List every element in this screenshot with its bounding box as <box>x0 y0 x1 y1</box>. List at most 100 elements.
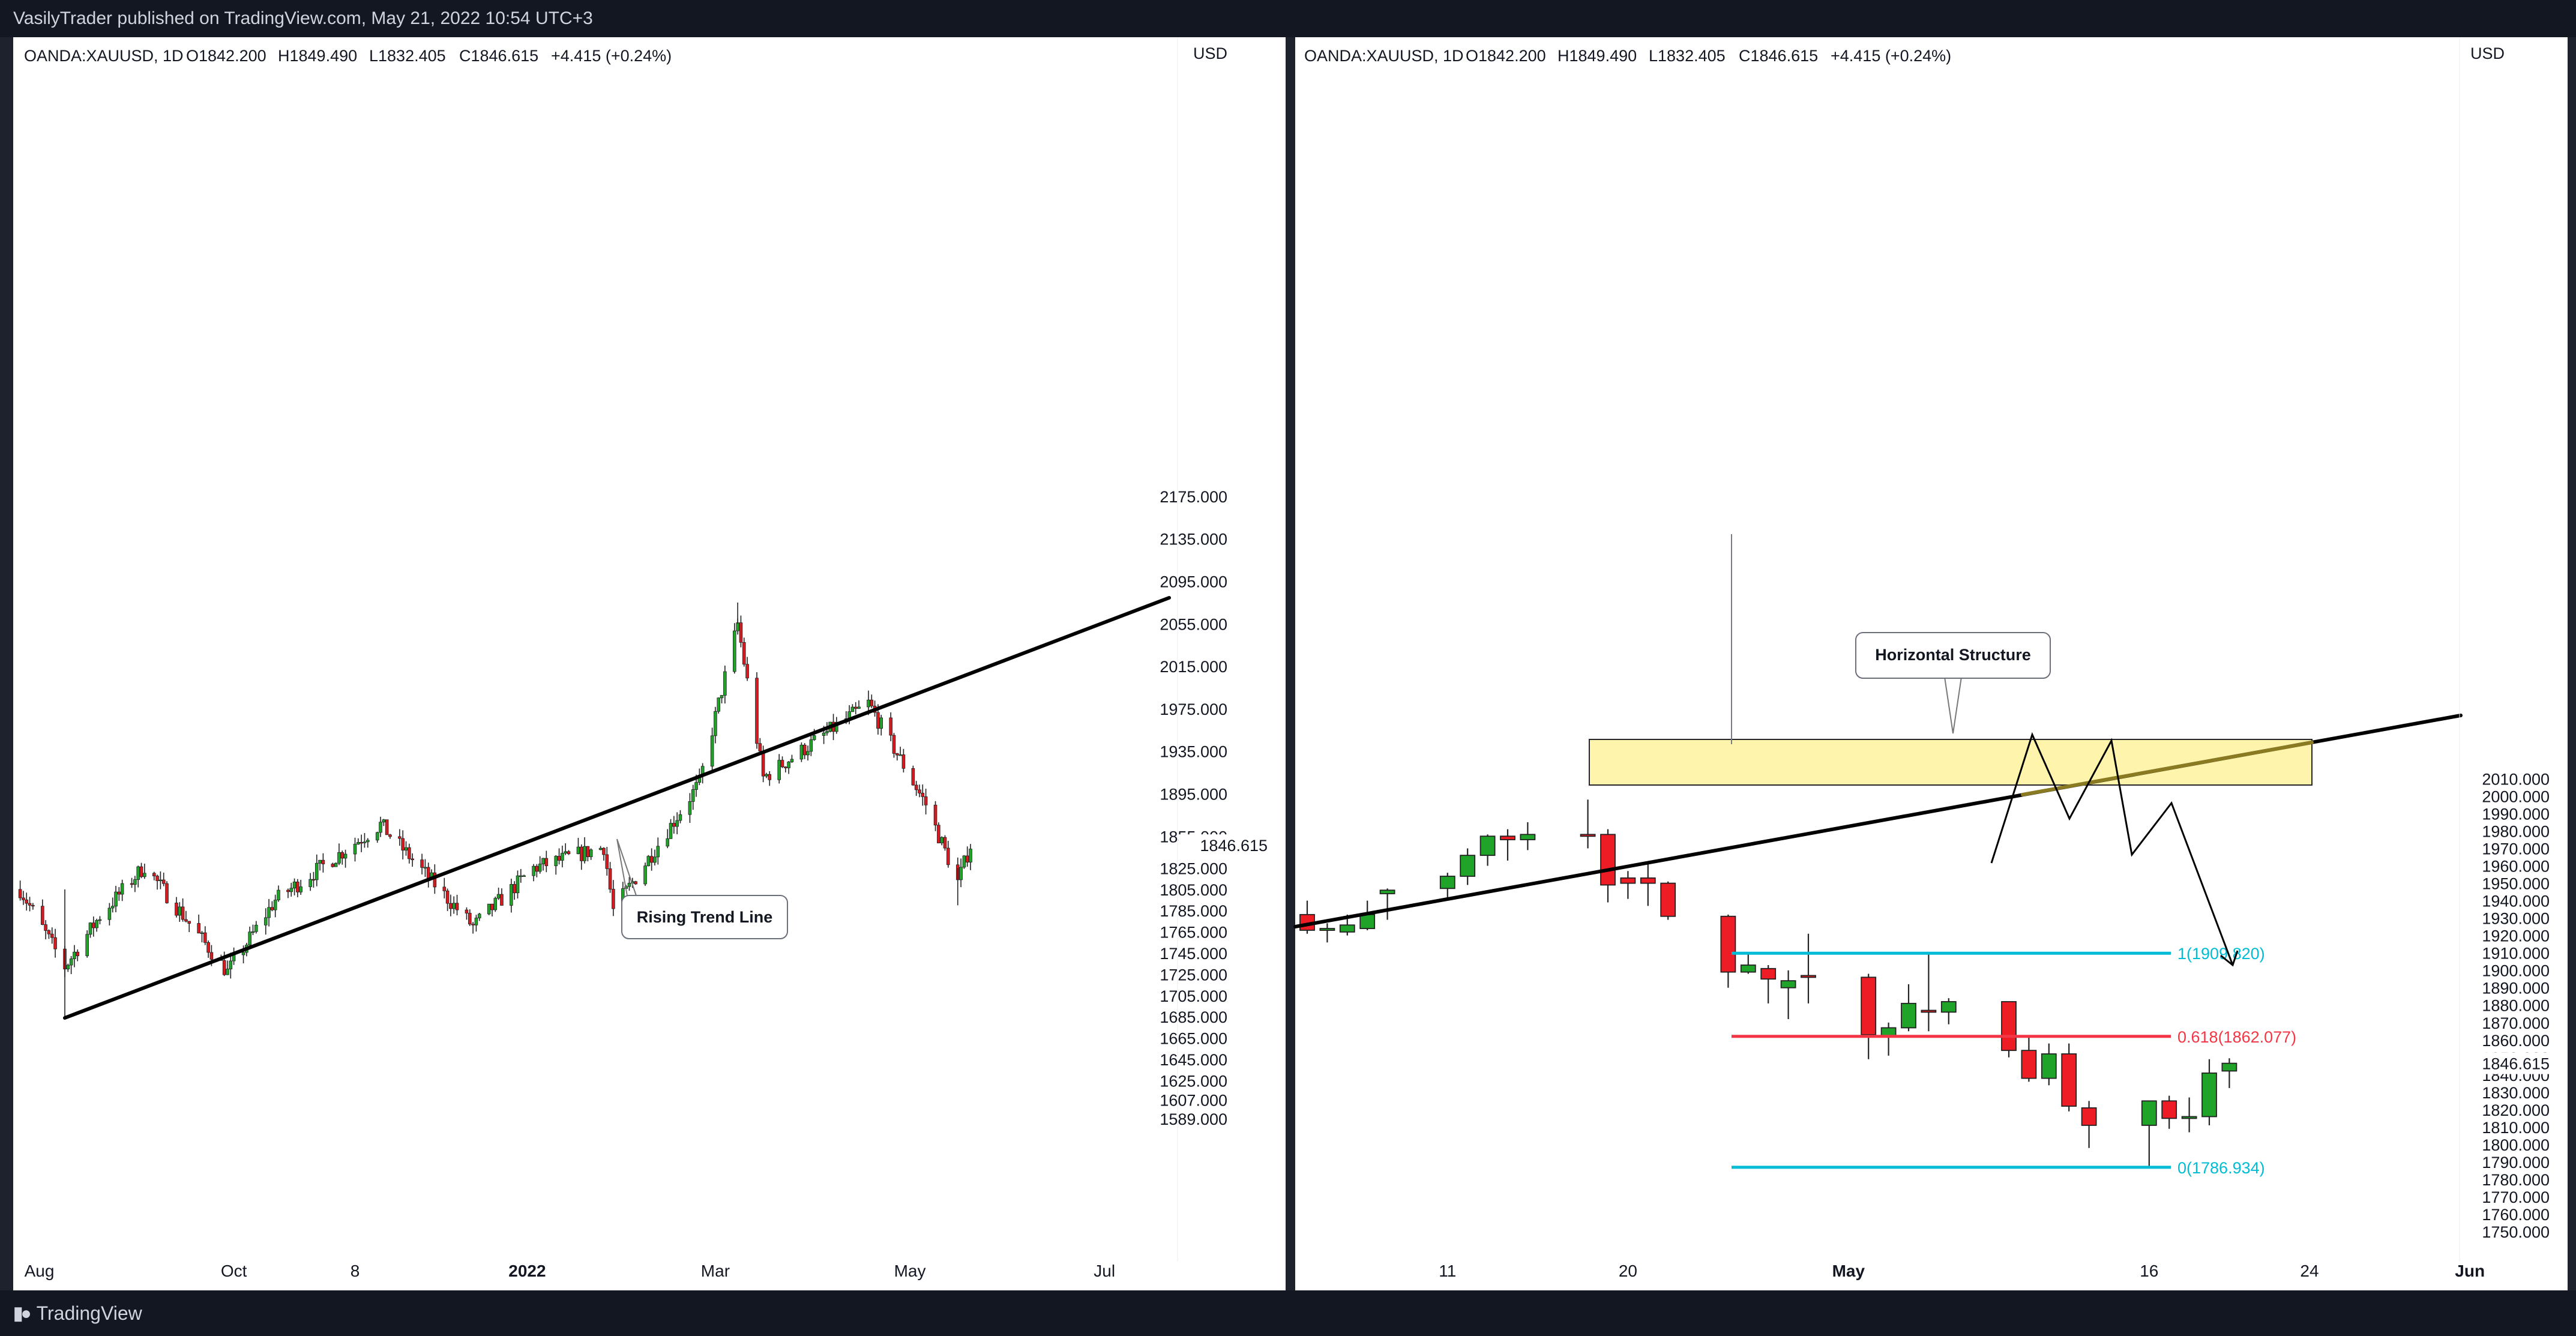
candle <box>206 942 210 953</box>
candle <box>634 881 637 885</box>
candle <box>850 706 855 712</box>
candle <box>2181 1116 2197 1119</box>
right-legend-close: C1846.615 <box>1739 47 1818 65</box>
candle <box>602 847 606 855</box>
candle <box>2081 1107 2097 1126</box>
candle <box>468 913 472 925</box>
candle <box>940 837 943 843</box>
rising-trend-line[interactable] <box>63 596 1171 1020</box>
candle <box>835 721 838 732</box>
candle <box>471 924 475 925</box>
left-legend-close: C1846.615 <box>459 47 538 65</box>
left-price-tick: 1805.000 <box>1160 881 1227 899</box>
candle <box>784 766 787 768</box>
tradingview-brand-label: TradingView <box>36 1302 142 1324</box>
candle <box>299 886 302 892</box>
publisher-bar: VasilyTrader published on TradingView.co… <box>0 0 2576 37</box>
candle <box>143 873 146 877</box>
candle <box>200 932 204 934</box>
candle <box>184 919 188 922</box>
right-price-tick: 2000.000 <box>2482 788 2550 806</box>
candle <box>136 866 140 880</box>
right-price-tick: 1990.000 <box>2482 805 2550 823</box>
left-price-tick: 1765.000 <box>1160 924 1227 942</box>
right-price-axis[interactable]: 2010.0002000.0001990.0001980.0001970.000… <box>2482 770 2550 1241</box>
horizontal-structure-zone[interactable] <box>1589 739 2313 786</box>
candle <box>222 960 226 975</box>
candle <box>802 744 807 756</box>
right-price-tick: 1860.000 <box>2482 1032 2550 1050</box>
candle <box>554 856 558 867</box>
candle <box>357 842 360 844</box>
candle <box>270 907 274 910</box>
candle <box>2161 1100 2177 1119</box>
candle <box>66 964 70 970</box>
horizontal-structure-callout[interactable] <box>1855 632 2051 679</box>
right-legend-low: L1832.405 <box>1649 47 1726 65</box>
candle <box>28 903 32 906</box>
candle <box>857 706 861 709</box>
candle <box>53 937 57 949</box>
candle <box>360 842 363 844</box>
charts-canvas[interactable]: OANDA:XAUUSD, 1D O1842.200 H1849.490 L18… <box>0 0 2576 1290</box>
candle <box>612 889 615 909</box>
left-time-tick: May <box>894 1262 926 1280</box>
candle <box>165 883 169 903</box>
candle <box>251 931 255 933</box>
candle <box>474 918 478 925</box>
candle <box>598 847 603 850</box>
left-time-axis[interactable]: Aug Oct 8 2022 Mar May Jul <box>25 1262 1115 1280</box>
candle <box>777 760 781 780</box>
candle <box>178 906 182 916</box>
candle <box>653 856 657 863</box>
right-legend-open: O1842.200 <box>1466 47 1546 65</box>
last-price-badge: 1846.615 <box>1200 837 1268 855</box>
right-time-tick: May <box>1832 1262 1865 1280</box>
right-time-axis[interactable]: 1120May1624Jun1321 <box>1439 1262 2576 1280</box>
candle <box>445 890 450 904</box>
left-price-tick: 2055.000 <box>1160 615 1227 633</box>
candle <box>918 789 921 793</box>
right-price-tick: 1880.000 <box>2482 997 2550 1015</box>
candle <box>286 889 290 892</box>
candle <box>114 891 118 907</box>
left-chart-panel[interactable] <box>13 37 1286 1290</box>
tradingview-brand[interactable]: ▮● TradingView <box>13 1302 142 1325</box>
candle <box>139 866 143 877</box>
left-price-tick: 1625.000 <box>1160 1072 1227 1090</box>
left-price-tick: 1589.000 <box>1160 1110 1227 1128</box>
candle <box>22 897 25 900</box>
candle <box>739 622 743 643</box>
candle <box>589 849 593 858</box>
candle <box>158 879 163 881</box>
left-price-tick: 1975.000 <box>1160 700 1227 718</box>
right-trend-line-in-zone <box>2021 741 2314 796</box>
right-price-tick: 1980.000 <box>2482 823 2550 841</box>
candle <box>155 876 159 881</box>
left-price-axis[interactable]: 2175.000 2135.000 2095.000 2055.000 2015.000… <box>1160 488 1227 1128</box>
candle <box>962 855 966 868</box>
candle <box>379 822 382 833</box>
candle <box>426 867 430 879</box>
candle <box>605 854 609 869</box>
candle <box>423 867 427 868</box>
left-price-tick: 1705.000 <box>1160 987 1227 1005</box>
candle <box>1861 976 1877 1035</box>
candle <box>2041 1053 2057 1079</box>
fibonacci-levels[interactable]: 1(1909.820) 0.618(1862.077) 0(1786.934) <box>1732 945 2296 1177</box>
candle <box>1359 913 1376 929</box>
candle <box>924 796 928 805</box>
candle <box>248 931 251 946</box>
candle <box>308 879 312 887</box>
rising-trend-line-callout[interactable] <box>621 895 788 939</box>
candle <box>496 894 501 899</box>
projected-price-path[interactable] <box>1990 732 2234 966</box>
candle <box>538 864 542 872</box>
candle <box>442 886 447 891</box>
candle <box>41 906 44 925</box>
tradingview-logo-icon: ▮● <box>13 1304 32 1323</box>
right-candles <box>1299 799 2237 1167</box>
footer-bar <box>0 1290 2576 1336</box>
candle <box>1901 1002 1916 1029</box>
candle <box>398 836 402 839</box>
